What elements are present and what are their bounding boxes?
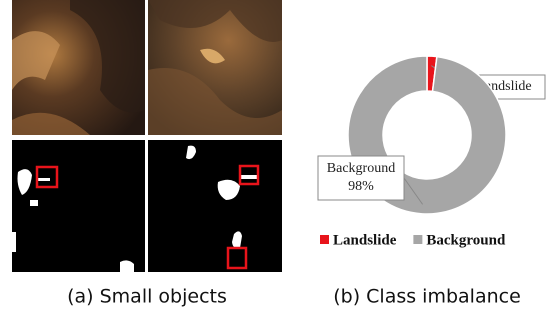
- satellite-images: [12, 0, 282, 135]
- legend-swatch: [413, 235, 422, 244]
- caption: (b) Class imbalance: [333, 286, 521, 308]
- legend-label: Background: [426, 232, 506, 248]
- page: {"figure": {"captions": ["(a) Small obje…: [0, 0, 553, 313]
- mask-images: [12, 140, 282, 272]
- slice-label: Background: [327, 161, 395, 176]
- caption: (a) Small objects: [67, 286, 227, 308]
- slice-value-label: 98%: [348, 179, 374, 194]
- figure: (a) Small objects (b) Class imbalance La…: [0, 0, 553, 313]
- legend-swatch: [320, 235, 329, 244]
- legend-label: Landslide: [333, 232, 397, 248]
